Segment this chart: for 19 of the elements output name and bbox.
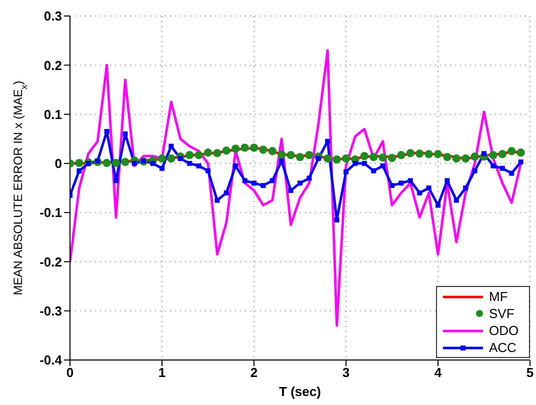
y-tick-label: -0.2	[40, 254, 62, 270]
y-tick-label: 0.3	[44, 8, 62, 24]
y-tick-label: -0.4	[40, 352, 63, 368]
x-tick-label: 3	[342, 365, 350, 380]
y-tick-label: -0.1	[40, 205, 62, 220]
y-tick-label: 0	[54, 156, 62, 172]
legend-label: ACC	[489, 340, 518, 355]
x-tick-label: 2	[250, 365, 258, 380]
x-tick-label: 4	[434, 365, 442, 380]
legend-label: SVF	[489, 306, 516, 321]
legend-label: MF	[489, 289, 509, 304]
x-tick-label: 5	[526, 365, 534, 380]
y-tick-label: 0.1	[44, 106, 62, 122]
x-axis-title: T (sec)	[279, 384, 321, 399]
x-tick-label: 1	[158, 365, 166, 380]
legend-label: ODO	[489, 323, 520, 338]
y-tick-label: 0.2	[44, 58, 62, 73]
y-tick-label: -0.3	[40, 303, 62, 318]
x-tick-label: 0	[66, 365, 74, 380]
